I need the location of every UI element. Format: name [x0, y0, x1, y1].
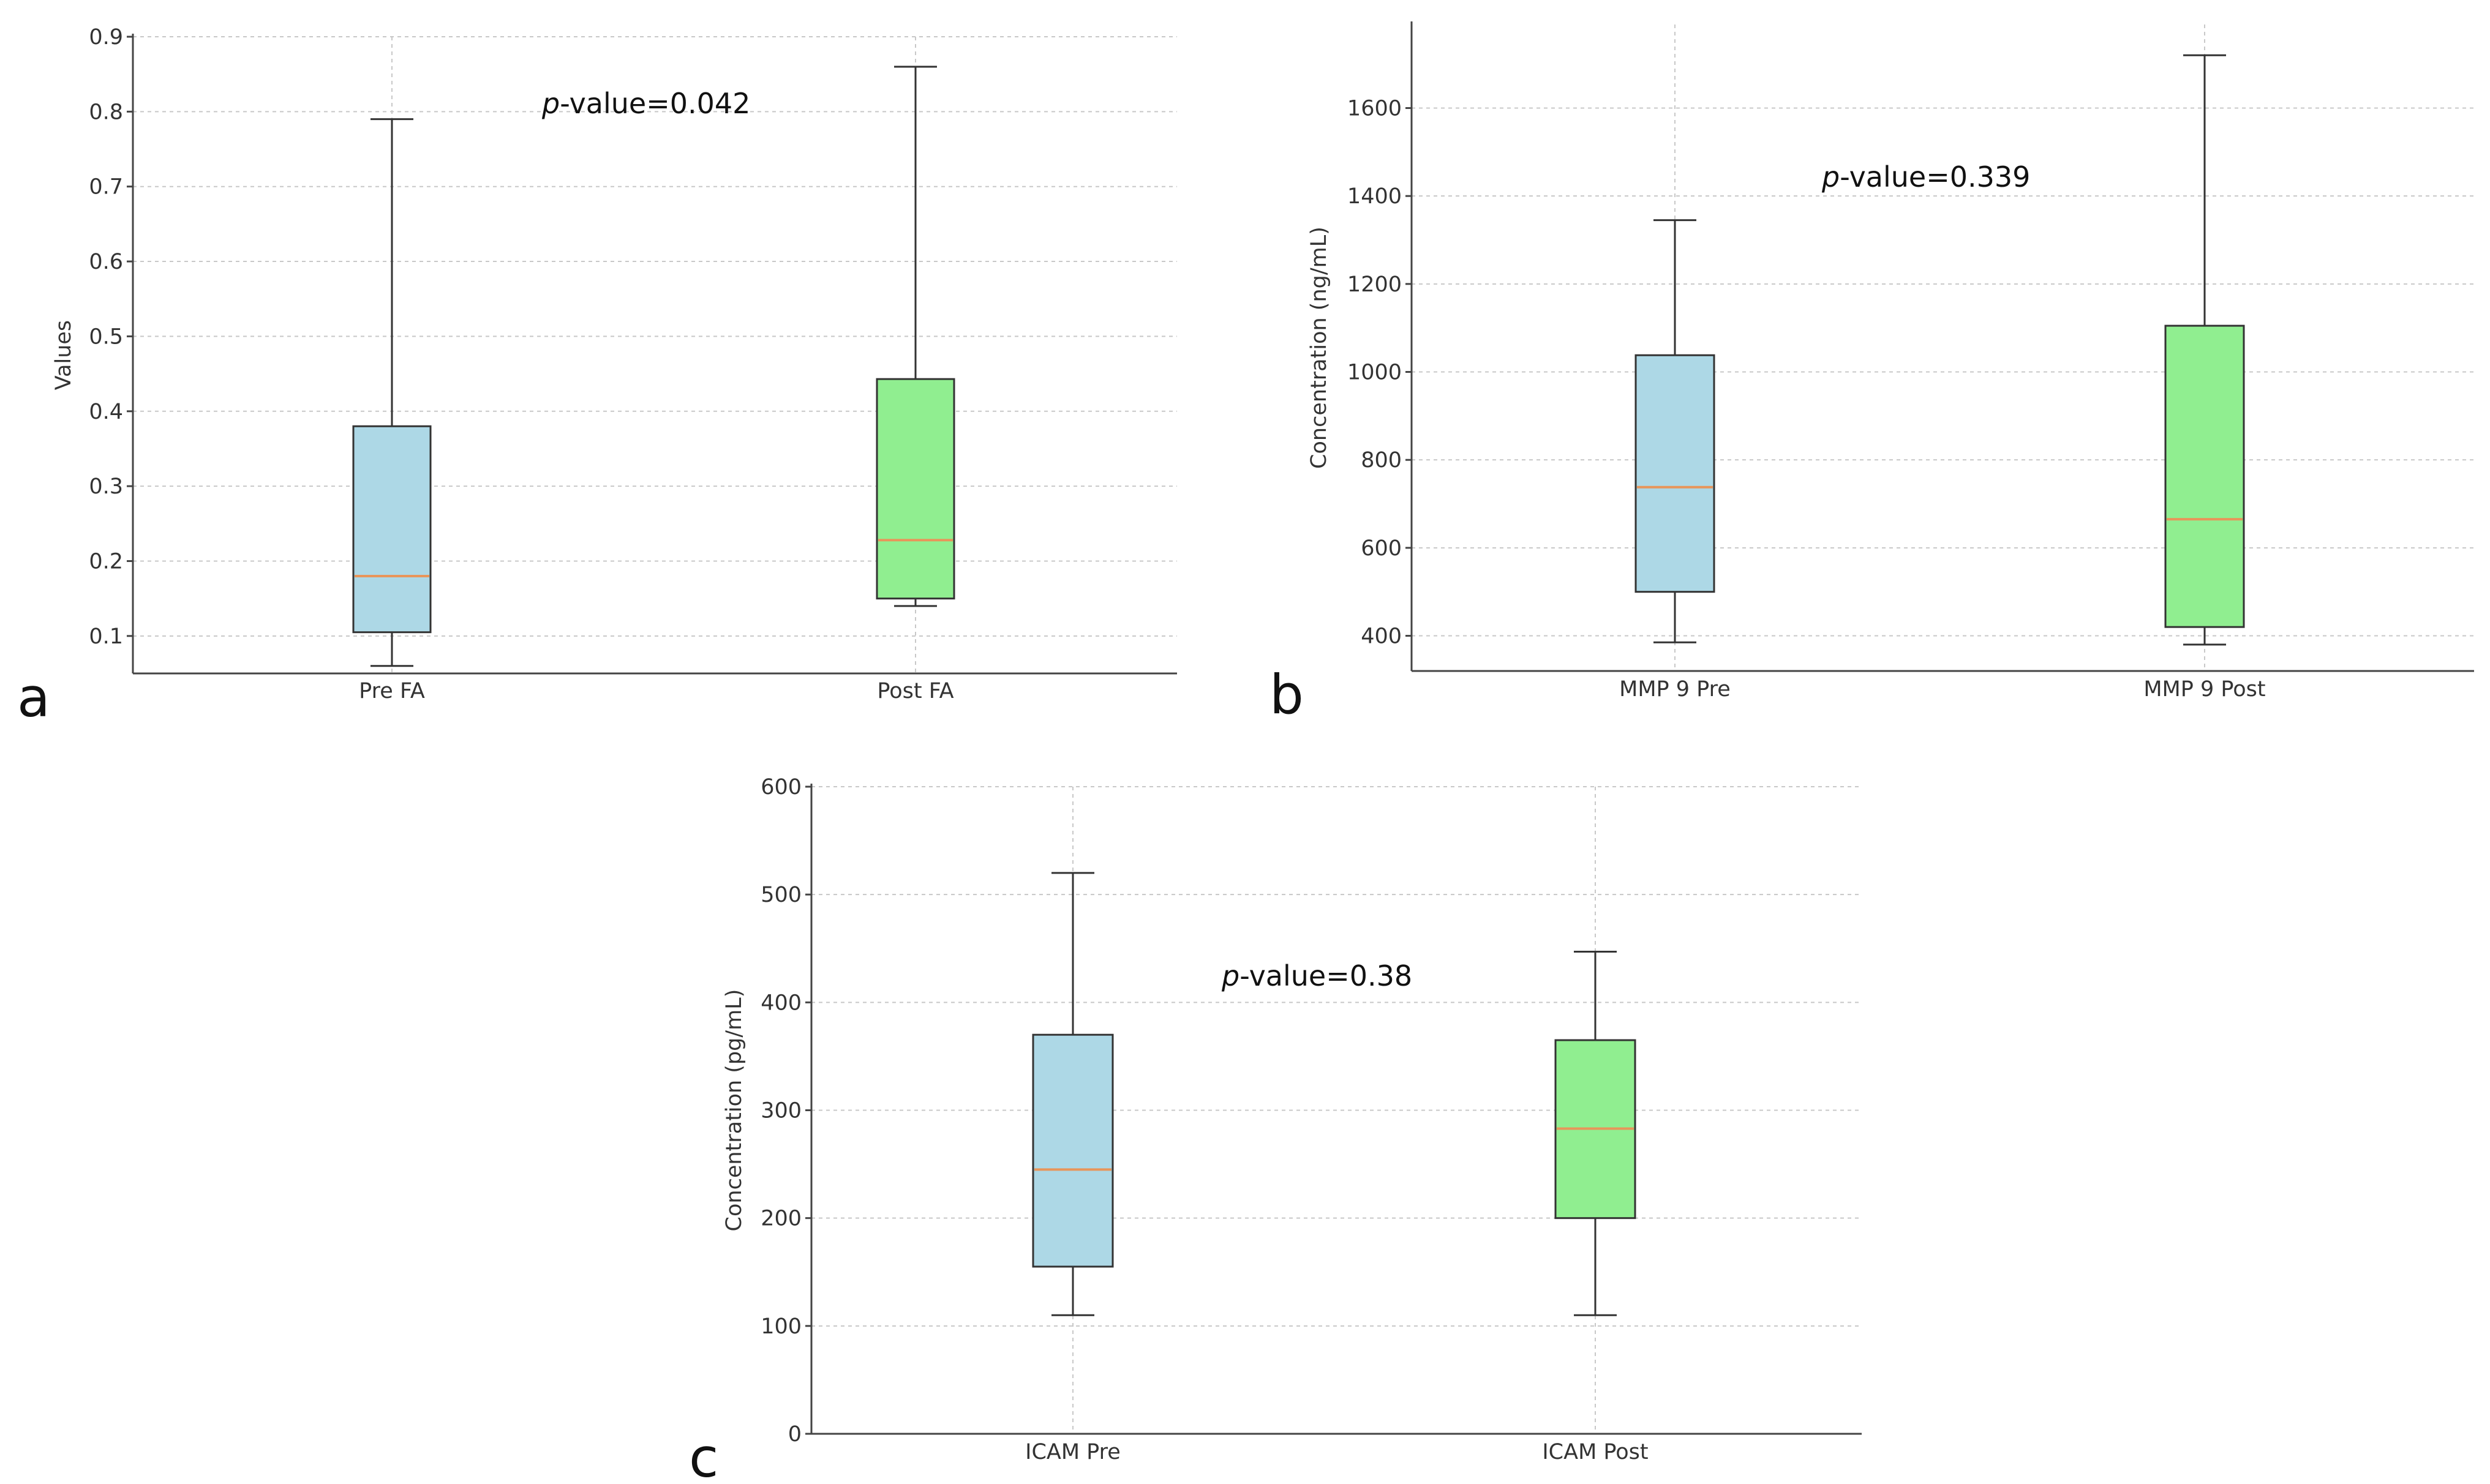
y-tick-label-b-4: 1200: [1347, 272, 1402, 297]
iqr-box-c-0: [1032, 1033, 1114, 1268]
y-tick-label-c-4: 400: [761, 991, 802, 1015]
y-tick-label-c-6: 600: [761, 775, 802, 800]
panel-letter-a: a: [17, 666, 50, 729]
p-value-text-a: -value=0.042: [560, 87, 750, 120]
y-axis-title-a: Values: [51, 320, 76, 390]
x-category-label-a-1: Post FA: [877, 679, 953, 703]
y-tick-label-c-0: 0: [788, 1422, 802, 1447]
y-tick-label-a-2: 0.3: [89, 474, 123, 499]
iqr-box-b-0: [1634, 354, 1715, 593]
p-value-italic-a: p: [541, 87, 560, 120]
y-tick-label-a-3: 0.4: [89, 400, 123, 424]
y-tick-label-a-7: 0.8: [89, 100, 123, 124]
panel-letter-b: b: [1269, 663, 1304, 726]
y-tick-label-b-2: 800: [1361, 448, 1402, 473]
y-tick-label-b-6: 1600: [1347, 96, 1402, 121]
x-category-label-c-1: ICAM Post: [1542, 1440, 1648, 1464]
chart-panel-a: 0.1 0.2 0.3 0.4 0.5 0.6 0.7 0.8 0.9 Values Pre FA P…: [17, 25, 1177, 729]
y-tick-label-b-5: 1400: [1347, 184, 1402, 209]
x-category-label-a-0: Pre FA: [359, 679, 425, 703]
chart-panel-c: 0 100 200 300 400 500 600 Concentration (pg/mL)…: [689, 775, 1862, 1484]
y-tick-label-a-1: 0.2: [89, 549, 123, 574]
y-tick-label-b-0: 400: [1361, 624, 1402, 649]
p-value-annotation-a: p-value=0.042: [541, 87, 750, 120]
box-group-a-0: [352, 118, 432, 667]
iqr-box-a-1: [876, 378, 955, 600]
panel-letter-c: c: [689, 1426, 718, 1484]
x-category-label-c-0: ICAM Pre: [1025, 1440, 1121, 1464]
p-value-annotation-b: p-value=0.339: [1821, 160, 2030, 193]
y-tick-label-a-0: 0.1: [89, 624, 123, 649]
y-tick-label-a-8: 0.9: [89, 25, 123, 50]
p-value-italic-c: p: [1221, 959, 1239, 992]
y-tick-label-b-1: 600: [1361, 536, 1402, 561]
y-tick-label-a-5: 0.6: [89, 250, 123, 274]
y-tick-label-a-4: 0.5: [89, 324, 123, 349]
p-value-italic-b: p: [1821, 160, 1840, 193]
x-category-label-b-0: MMP 9 Pre: [1619, 677, 1731, 702]
y-axis-title-b: Concentration (ng/mL): [1307, 227, 1331, 469]
box-group-c-1: [1554, 951, 1636, 1316]
x-category-label-b-1: MMP 9 Post: [2143, 677, 2265, 702]
p-value-text-b: -value=0.339: [1840, 160, 2030, 193]
y-axis-title-c: Concentration (pg/mL): [722, 989, 747, 1232]
box-group-b-1: [2164, 54, 2245, 646]
y-tick-label-c-5: 500: [761, 883, 802, 907]
chart-panel-b: 400 600 800 1000 1200 1400 1600 Concentration (…: [1269, 21, 2474, 726]
y-tick-label-a-6: 0.7: [89, 175, 123, 200]
p-value-annotation-c: p-value=0.38: [1221, 959, 1412, 992]
box-group-a-1: [876, 66, 955, 607]
iqr-box-a-0: [352, 425, 432, 634]
y-tick-label-c-1: 100: [761, 1314, 802, 1339]
y-tick-label-b-3: 1000: [1347, 361, 1402, 385]
p-value-text-c: -value=0.38: [1239, 959, 1412, 992]
y-tick-label-c-3: 300: [761, 1099, 802, 1123]
box-group-c-0: [1032, 872, 1114, 1316]
iqr-box-b-1: [2164, 324, 2245, 628]
y-tick-label-c-2: 200: [761, 1207, 802, 1231]
box-group-b-0: [1634, 219, 1715, 643]
